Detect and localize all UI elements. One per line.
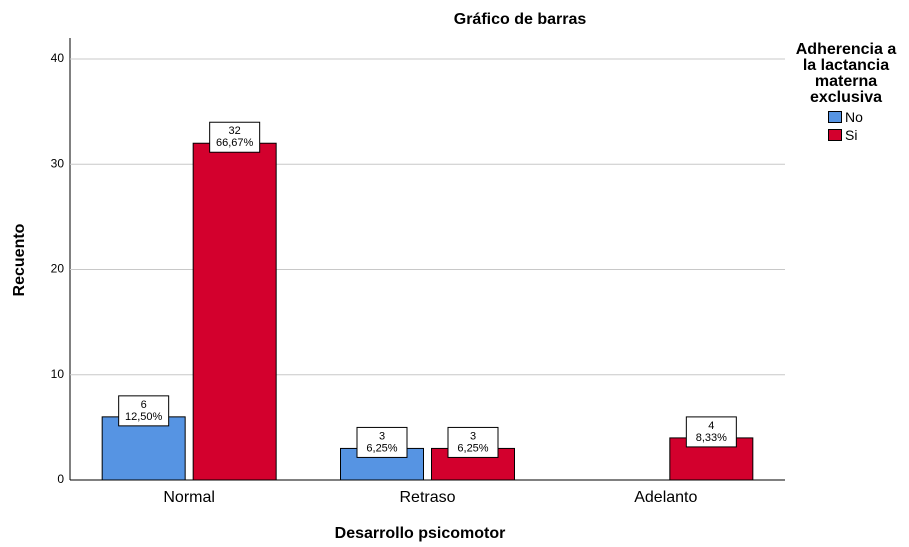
data-label-percent: 66,67% (216, 137, 254, 149)
data-label: 36,25% (356, 426, 408, 458)
y-tick-label: 10 (51, 367, 65, 381)
data-label: 36,25% (447, 426, 499, 458)
x-axis-title: Desarrollo psicomotor (335, 525, 506, 542)
legend-label: No (845, 109, 863, 125)
y-tick-label: 20 (51, 262, 65, 276)
bar (101, 416, 186, 481)
data-label-box (447, 426, 499, 458)
y-tick-label: 40 (51, 51, 65, 65)
data-label-percent: 8,33% (696, 432, 727, 444)
data-label-count: 3 (379, 430, 385, 442)
data-label-box (118, 395, 170, 427)
data-label-box (356, 426, 408, 458)
data-label-count: 32 (229, 125, 241, 137)
legend: Adherencia a la lactancia materna exclus… (790, 42, 902, 144)
data-label-box (685, 416, 737, 448)
data-label: 48,33% (685, 416, 737, 448)
data-label-count: 3 (470, 430, 476, 442)
y-tick-label: 30 (51, 156, 65, 170)
x-tick-label: Adelanto (634, 489, 697, 506)
y-axis-title: Recuento (11, 223, 28, 296)
data-label-percent: 12,50% (125, 411, 163, 423)
legend-item: Si (828, 126, 902, 144)
data-label-box (209, 121, 261, 153)
data-label-percent: 6,25% (366, 442, 397, 454)
legend-swatch (828, 129, 842, 141)
y-tick-label: 0 (57, 472, 64, 486)
data-label-count: 4 (708, 420, 714, 432)
legend-item: No (828, 108, 902, 126)
data-label-percent: 6,25% (457, 442, 488, 454)
legend-label: Si (845, 127, 858, 143)
data-label-count: 6 (141, 399, 147, 411)
bar (192, 142, 277, 481)
chart-title: Gráfico de barras (454, 11, 587, 28)
x-tick-label: Retraso (399, 489, 455, 506)
x-tick-label: Normal (163, 489, 215, 506)
legend-swatch (828, 111, 842, 123)
data-label: 612,50% (118, 395, 170, 427)
legend-items: No Si (790, 108, 902, 144)
legend-title: Adherencia a la lactancia materna exclus… (795, 41, 897, 106)
